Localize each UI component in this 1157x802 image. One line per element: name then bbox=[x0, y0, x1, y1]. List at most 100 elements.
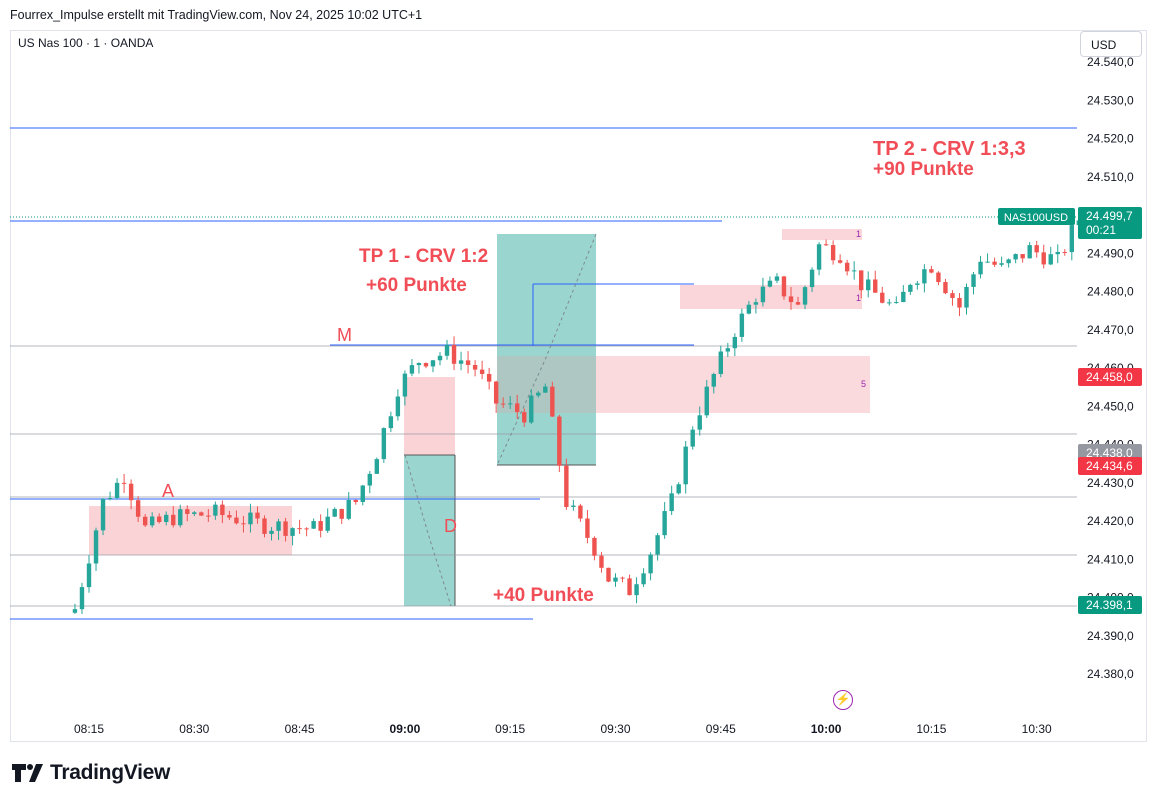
candle-body bbox=[837, 260, 843, 263]
symbol-tag-label: NAS100USD bbox=[1004, 212, 1068, 224]
zone-overlap bbox=[497, 356, 596, 413]
candle-body bbox=[269, 530, 274, 534]
candle-body bbox=[135, 500, 141, 517]
candle-body bbox=[620, 577, 625, 579]
candle-body bbox=[985, 261, 990, 263]
candle-body bbox=[360, 485, 365, 502]
candle-body bbox=[276, 521, 281, 531]
candle-body bbox=[922, 269, 927, 284]
lightning-icon[interactable]: ⚡ bbox=[833, 690, 853, 710]
candle-body bbox=[318, 521, 323, 531]
y-tick-label: 24.470,0 bbox=[1087, 323, 1134, 337]
price-zone bbox=[680, 285, 862, 309]
candle-body bbox=[592, 537, 597, 556]
currency-button[interactable]: USD bbox=[1080, 31, 1142, 57]
price-tag bbox=[1078, 596, 1142, 614]
candle-body bbox=[690, 429, 695, 447]
y-tick-label: 24.390,0 bbox=[1087, 629, 1134, 643]
symbol-label[interactable]: US Nas 100 · 1 · OANDA bbox=[18, 36, 154, 50]
y-tick-label: 24.480,0 bbox=[1087, 285, 1134, 299]
candle-body bbox=[809, 269, 815, 288]
price-tag-value: 24.438,0 bbox=[1086, 446, 1133, 460]
candle-body bbox=[234, 517, 239, 524]
price-tags-layer: NAS100USD 24.499,700:2124.458,024.438,024… bbox=[998, 207, 1142, 614]
annotation-label: A bbox=[162, 481, 174, 501]
candle-body bbox=[1048, 254, 1053, 265]
candle-body bbox=[823, 244, 829, 246]
candle-body bbox=[880, 292, 885, 303]
candle-body bbox=[515, 403, 520, 413]
price-tag bbox=[1078, 207, 1142, 239]
candle-body bbox=[185, 509, 190, 514]
candle-body bbox=[241, 523, 246, 525]
candle-body bbox=[486, 373, 492, 382]
candle-body bbox=[599, 555, 604, 568]
candle-body bbox=[346, 500, 351, 519]
annotation-label: D bbox=[444, 516, 457, 536]
candle-body bbox=[199, 512, 204, 516]
x-tick-label: 09:00 bbox=[390, 722, 421, 736]
candle-body bbox=[1006, 259, 1011, 264]
candle-body bbox=[1027, 245, 1032, 259]
x-tick-label: 09:30 bbox=[600, 722, 630, 736]
candle-body bbox=[648, 554, 653, 574]
y-tick-label: 24.520,0 bbox=[1087, 132, 1134, 146]
y-tick-label: 24.490,0 bbox=[1087, 246, 1134, 260]
candle-body bbox=[613, 577, 618, 582]
price-tag-countdown: 00:21 bbox=[1086, 223, 1116, 237]
candle-body bbox=[86, 563, 92, 588]
candle-body bbox=[683, 446, 688, 485]
candle-body bbox=[788, 296, 794, 303]
tradingview-logo[interactable]: TradingView bbox=[12, 760, 170, 786]
candle-body bbox=[1041, 252, 1046, 265]
candle-body bbox=[255, 512, 260, 519]
x-tick-label: 09:15 bbox=[495, 722, 525, 736]
x-tick-label: 10:00 bbox=[811, 722, 842, 736]
candle-body bbox=[388, 416, 394, 429]
candle-body bbox=[465, 360, 471, 365]
y-tick-label: 24.530,0 bbox=[1087, 93, 1134, 107]
price-zone bbox=[89, 506, 292, 555]
candle-body bbox=[873, 279, 878, 293]
price-zone bbox=[404, 377, 455, 455]
annotation-label: +40 Punkte bbox=[493, 585, 594, 606]
candle-body bbox=[1069, 225, 1074, 253]
candle-body bbox=[550, 386, 555, 417]
price-tag-value: 24.458,0 bbox=[1086, 370, 1133, 384]
candle-body bbox=[304, 528, 309, 530]
price-tag bbox=[1078, 457, 1142, 475]
candle-body bbox=[164, 514, 169, 523]
chart-panel[interactable] bbox=[10, 30, 1147, 742]
candle-body bbox=[213, 504, 218, 516]
path-line bbox=[404, 454, 452, 607]
candle-body bbox=[725, 348, 731, 352]
candle-body bbox=[395, 396, 401, 417]
candle-body bbox=[458, 360, 464, 364]
annotations-layer: A M D TP 1 - CRV 1:2 +60 Punkte +40 Punkte TP … bbox=[162, 138, 1026, 606]
candle-body bbox=[760, 286, 766, 303]
candle-body bbox=[704, 386, 709, 416]
candle-body bbox=[908, 284, 913, 292]
candle-body bbox=[859, 270, 864, 291]
candle-body bbox=[915, 283, 920, 285]
candle-body bbox=[149, 516, 155, 526]
candle-body bbox=[206, 515, 211, 517]
zones-layer bbox=[89, 229, 870, 606]
box-label: 5 bbox=[861, 379, 866, 389]
symbol-tag bbox=[998, 208, 1075, 225]
candle-body bbox=[72, 609, 78, 613]
candle-body bbox=[107, 498, 113, 500]
brand-name: TradingView bbox=[50, 761, 171, 784]
candle-body bbox=[493, 381, 499, 404]
candle-body bbox=[1020, 254, 1025, 259]
x-tick-label: 08:45 bbox=[285, 722, 315, 736]
candle-body bbox=[971, 274, 976, 287]
annotation-label: TP 1 - CRV 1:2 bbox=[359, 246, 488, 267]
candle-body bbox=[802, 287, 808, 305]
candle-body bbox=[795, 302, 801, 305]
candle-body bbox=[746, 304, 752, 314]
candle-body bbox=[500, 403, 506, 405]
price-tag-value: 24.398,1 bbox=[1086, 598, 1133, 612]
candle-body bbox=[114, 482, 120, 499]
